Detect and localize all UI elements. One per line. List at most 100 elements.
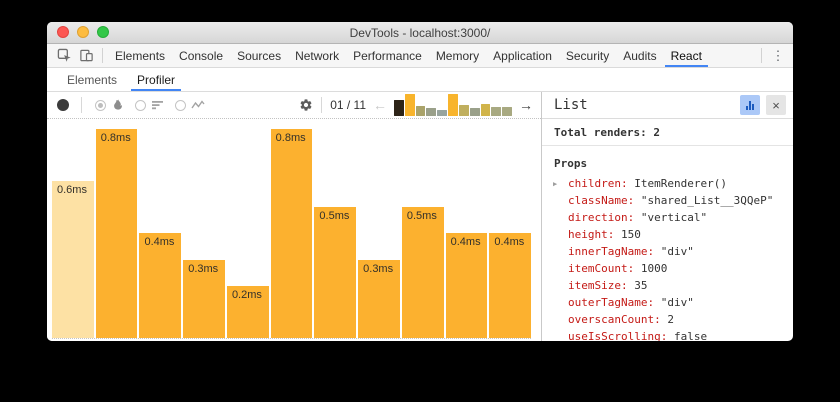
- devtools-tabs: Elements Console Sources Network Performance…: [108, 44, 709, 67]
- minimap-snapshot[interactable]: [491, 107, 502, 116]
- device-toolbar-icon[interactable]: [75, 44, 97, 67]
- tab-performance[interactable]: Performance: [353, 48, 422, 63]
- tab-audits[interactable]: Audits: [623, 48, 657, 63]
- tab-network[interactable]: Network: [295, 48, 340, 63]
- record-button[interactable]: [57, 99, 69, 111]
- details-panel: List × Total renders: 2 Props ▶ children:…: [541, 92, 793, 341]
- tab-console[interactable]: Console: [179, 48, 224, 63]
- render-bar[interactable]: 0.5ms: [314, 207, 357, 338]
- react-panel-tabs: Elements Profiler: [57, 68, 185, 91]
- render-bar[interactable]: 0.8ms: [270, 129, 313, 338]
- render-bar[interactable]: 0.2ms: [226, 286, 269, 338]
- close-window-button[interactable]: [57, 26, 69, 38]
- flamegraph-bars: 0.6ms 0.8ms 0.4ms 0.3ms 0.2ms 0.8ms 0.5ms 0.3ms…: [52, 119, 532, 339]
- prop-value: 150: [620, 228, 641, 241]
- prop-name: itemSize:: [568, 279, 635, 292]
- props-list: ▶ children: ItemRenderer() className: "sha…: [542, 175, 793, 341]
- minimap-snapshot[interactable]: [437, 110, 448, 116]
- minimap-snapshot[interactable]: [458, 105, 469, 116]
- render-bar[interactable]: 0.4ms: [489, 233, 532, 338]
- ranked-radio[interactable]: [135, 99, 146, 111]
- prop-row: useIsScrolling: false: [542, 328, 793, 341]
- prop-value: "div": [660, 245, 694, 258]
- flamegraph-chart: 0.6ms 0.8ms 0.4ms 0.3ms 0.2ms 0.8ms 0.5ms 0.3ms…: [47, 119, 541, 341]
- prop-row: className: "shared_List__3QQeP": [542, 192, 793, 209]
- prop-value: false: [673, 330, 708, 341]
- flamegraph-icon[interactable]: [111, 99, 125, 111]
- titlebar: DevTools - localhost:3000/: [47, 22, 793, 44]
- prop-name: innerTagName:: [568, 245, 661, 258]
- expand-arrow-icon[interactable]: ▶: [553, 180, 558, 188]
- settings-gear-icon[interactable]: [299, 98, 313, 112]
- toolbar-separator: [81, 97, 82, 113]
- profiler-left-column: 01 / 11 ← → 0.6ms 0.8ms 0.4ms 0.3ms 0.2ms 0.8…: [47, 92, 541, 341]
- devtools-window: DevTools - localhost:3000/ Elements Conso…: [47, 22, 793, 341]
- prop-name: itemCount:: [568, 262, 641, 275]
- render-bar[interactable]: 0.3ms: [358, 260, 400, 338]
- render-bar[interactable]: 0.5ms: [401, 207, 444, 338]
- toolbar-separator: [321, 97, 323, 113]
- minimap-snapshot[interactable]: [448, 94, 458, 116]
- minimap-snapshot[interactable]: [469, 108, 480, 116]
- render-bar[interactable]: 0.8ms: [95, 129, 138, 338]
- traffic-lights: [57, 26, 109, 38]
- bar-chart-icon: [746, 106, 748, 110]
- render-chart-toggle-button[interactable]: [740, 95, 760, 115]
- snapshot-counter: 01 / 11: [330, 98, 366, 112]
- minimap-snapshot[interactable]: [502, 107, 512, 116]
- tab-security[interactable]: Security: [565, 48, 610, 63]
- zoom-window-button[interactable]: [97, 26, 109, 38]
- prop-name: direction:: [568, 211, 641, 224]
- snapshot-minimap[interactable]: [394, 94, 512, 116]
- details-header: List ×: [542, 92, 793, 119]
- next-snapshot-button[interactable]: →: [519, 97, 533, 113]
- prop-value: 2: [667, 313, 674, 326]
- react-panel-tabbar: Elements Profiler: [47, 68, 793, 92]
- prop-row: overscanCount: 2: [542, 311, 793, 328]
- inspect-element-icon[interactable]: [53, 44, 75, 67]
- prop-name: height:: [568, 228, 621, 241]
- prop-row: height: 150: [542, 226, 793, 243]
- prev-snapshot-button[interactable]: ←: [373, 97, 387, 113]
- prop-row: itemCount: 1000: [542, 260, 793, 277]
- minimap-snapshot[interactable]: [404, 94, 415, 116]
- tab-application[interactable]: Application: [493, 48, 552, 63]
- flamegraph-radio[interactable]: [95, 99, 106, 111]
- prop-value: "div": [660, 296, 694, 309]
- minimap-snapshot[interactable]: [480, 104, 491, 116]
- window-title: DevTools - localhost:3000/: [349, 25, 491, 40]
- ranked-chart-icon[interactable]: [151, 100, 165, 110]
- prop-row: innerTagName: "div": [542, 243, 793, 260]
- toolbar-separator: [761, 48, 762, 63]
- total-renders: Total renders: 2: [542, 119, 793, 146]
- prop-name: overscanCount:: [568, 313, 668, 326]
- close-details-button[interactable]: ×: [766, 95, 786, 115]
- minimap-snapshot[interactable]: [415, 106, 426, 116]
- prop-value: "shared_List__3QQeP": [640, 194, 774, 207]
- panel-tab-elements[interactable]: Elements: [67, 72, 118, 87]
- prop-value: 1000: [640, 262, 668, 275]
- selected-component-name: List: [554, 97, 588, 113]
- panel-tab-profiler[interactable]: Profiler: [127, 68, 185, 91]
- prop-value: 35: [634, 279, 648, 292]
- render-bar[interactable]: 0.4ms: [139, 233, 182, 338]
- minimap-snapshot[interactable]: [426, 108, 437, 116]
- tab-elements[interactable]: Elements: [115, 48, 166, 63]
- interactions-chart-icon[interactable]: [191, 100, 205, 110]
- tab-react[interactable]: React: [664, 44, 709, 67]
- overflow-menu-icon[interactable]: ⋮: [771, 47, 785, 63]
- tab-sources[interactable]: Sources: [237, 48, 282, 63]
- devtools-tabbar: Elements Console Sources Network Performance…: [47, 44, 793, 68]
- render-bar[interactable]: 0.6ms: [52, 181, 94, 338]
- minimap-snapshot-selected[interactable]: [394, 100, 404, 116]
- prop-row: direction: "vertical": [542, 209, 793, 226]
- minimize-window-button[interactable]: [77, 26, 89, 38]
- prop-name: useIsScrolling:: [568, 330, 674, 341]
- render-bar[interactable]: 0.3ms: [183, 260, 225, 338]
- prop-row: outerTagName: "div": [542, 294, 793, 311]
- prop-value: "vertical": [640, 211, 708, 224]
- interactions-radio[interactable]: [175, 99, 186, 111]
- render-bar[interactable]: 0.4ms: [445, 233, 488, 338]
- tab-memory[interactable]: Memory: [435, 48, 480, 63]
- prop-name: className:: [568, 194, 641, 207]
